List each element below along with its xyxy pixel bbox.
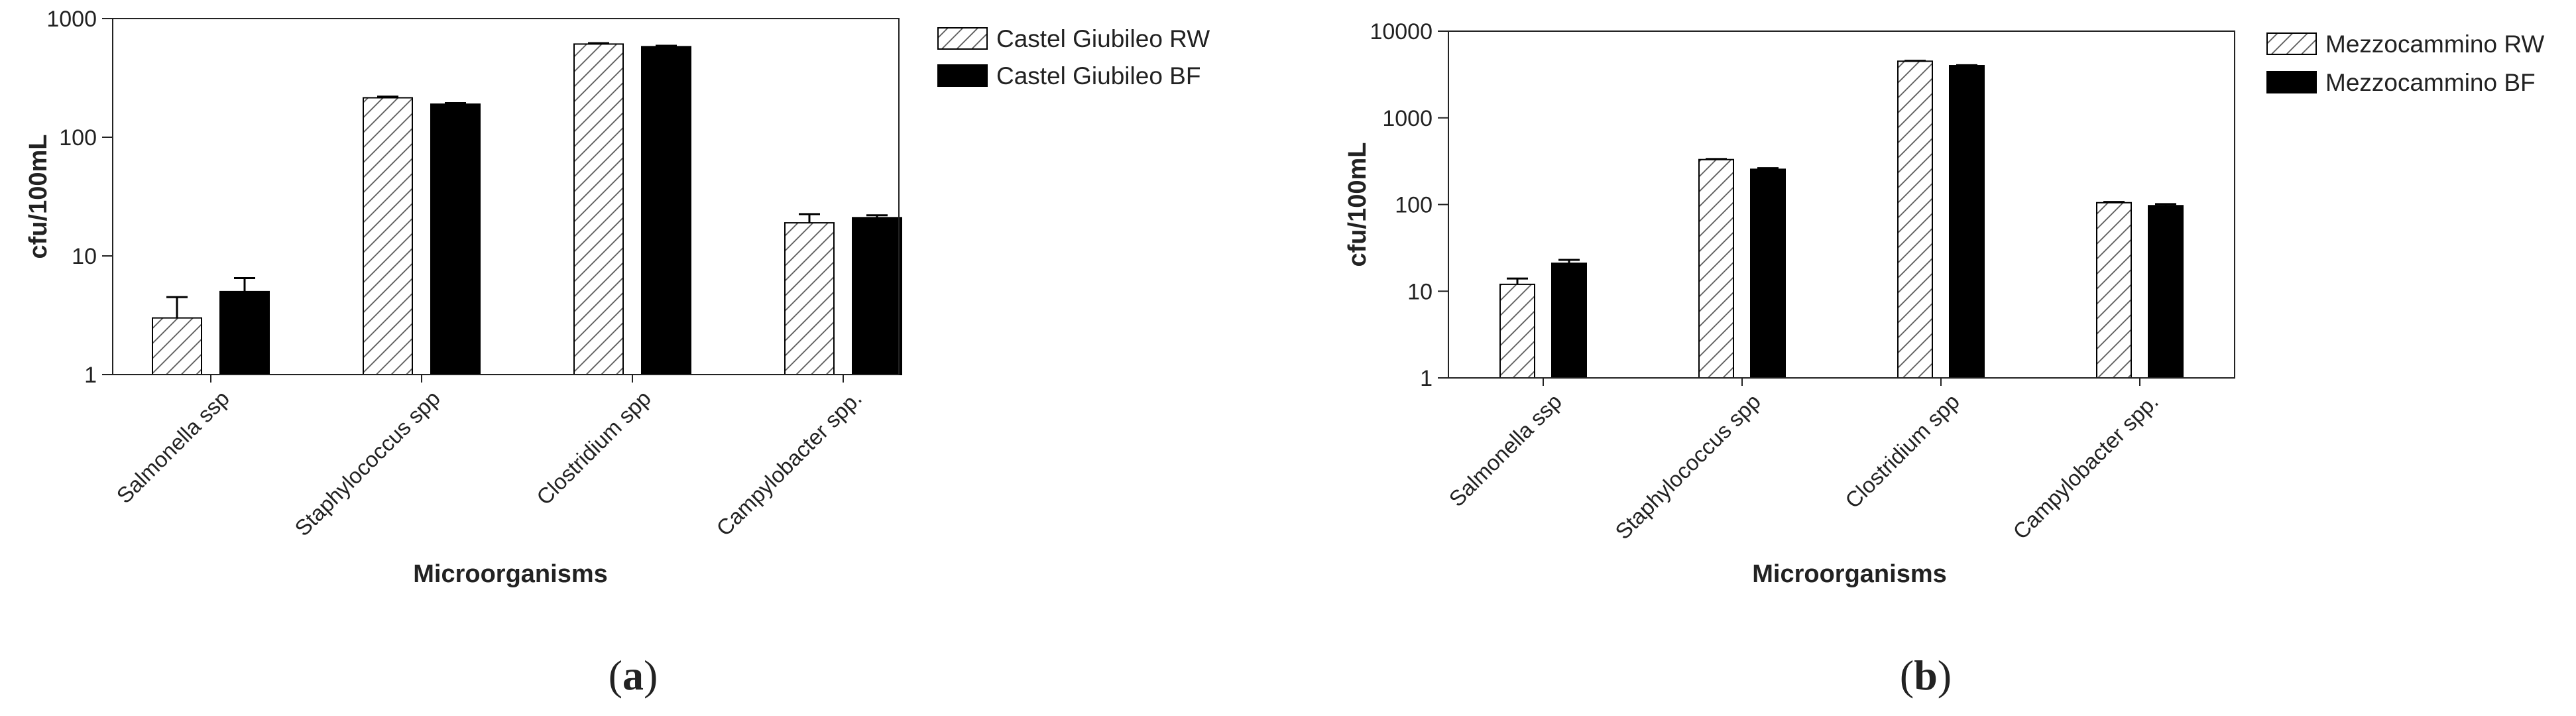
bar-bf-3 — [2148, 205, 2184, 379]
bar-rw-0 — [1499, 283, 1535, 379]
legend-label: Mezzocammino BF — [2325, 69, 2536, 96]
x-axis-title: Microorganisms — [413, 560, 608, 588]
y-tick-label: 1000 — [1382, 106, 1433, 131]
bar-rw-3 — [2096, 202, 2132, 379]
bar-bf-1 — [1750, 168, 1786, 379]
bar-bf-3 — [852, 217, 902, 375]
chart-panel-b: Salmonella ssp Staphylococcus spp Clostrid… — [1344, 19, 2544, 699]
category-label: Salmonella ssp — [112, 386, 234, 508]
y-axis-title: cfu/100mL — [1344, 143, 1372, 267]
legend-label: Castel Giubileo BF — [996, 62, 1200, 90]
legend-swatch — [2266, 71, 2317, 93]
chart-panel-a: Salmonella ssp Staphylococcus spp Clostrid… — [25, 7, 1210, 699]
bar-bf-1 — [430, 103, 481, 375]
category-label: Campylobacter spp. — [2008, 389, 2163, 544]
y-tick-label: 1 — [1420, 366, 1433, 391]
bar-rw-2 — [573, 43, 624, 375]
x-axis-title: Microorganisms — [1752, 560, 1947, 588]
plot-frame — [112, 18, 900, 375]
y-tick-label: 100 — [59, 125, 97, 150]
y-tick-label: 1 — [84, 363, 97, 388]
legend-swatch — [937, 27, 988, 50]
bar-bf-0 — [1551, 263, 1587, 379]
category-label: Clostridium spp — [1840, 389, 1964, 513]
category-label: Staphylococcus spp — [290, 386, 445, 541]
bar-bf-0 — [219, 290, 270, 375]
bar-rw-3 — [784, 222, 835, 376]
bar-rw-1 — [363, 97, 413, 375]
legend-label: Castel Giubileo RW — [996, 25, 1210, 52]
panel-label: (a) — [609, 652, 658, 699]
y-tick-label: 10 — [72, 244, 97, 269]
y-tick-label: 100 — [1395, 193, 1433, 218]
y-tick-label: 10000 — [1370, 19, 1433, 44]
bar-rw-0 — [152, 317, 202, 376]
category-label: Staphylococcus spp — [1610, 389, 1765, 544]
y-axis-title: cfu/100mL — [25, 135, 52, 259]
y-tick-label: 1000 — [46, 7, 97, 32]
bar-bf-2 — [641, 46, 691, 376]
category-label: Campylobacter spp. — [711, 386, 866, 541]
legend-swatch — [937, 64, 988, 87]
legend-swatch — [2266, 32, 2317, 55]
y-tick-label: 10 — [1407, 279, 1433, 304]
panel-label: (b) — [1900, 652, 1952, 699]
category-label: Clostridium spp — [532, 386, 656, 510]
legend-label: Mezzocammino RW — [2325, 30, 2544, 58]
bar-rw-1 — [1698, 158, 1734, 379]
bar-rw-2 — [1897, 60, 1933, 379]
bar-bf-2 — [1949, 65, 1985, 379]
category-label: Salmonella ssp — [1444, 389, 1566, 511]
